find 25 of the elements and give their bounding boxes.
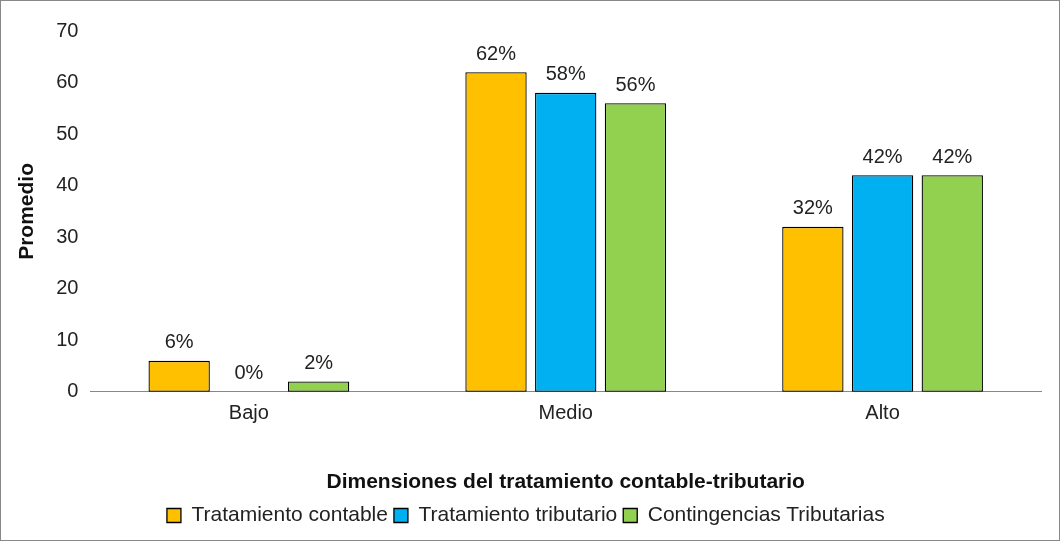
data-label: 58%: [545, 62, 586, 85]
y-tick-label: 40: [56, 173, 79, 196]
y-tick-label: 50: [56, 121, 79, 144]
legend-label: Tratamiento contable: [191, 502, 388, 526]
data-label: 56%: [615, 72, 656, 95]
data-label: 42%: [862, 144, 903, 167]
data-label: 2%: [304, 351, 334, 374]
x-axis-title: Dimensiones del tratamiento contable-tributario: [326, 469, 805, 493]
y-tick-label: 30: [56, 224, 79, 247]
x-tick-label: Bajo: [228, 401, 269, 424]
legend-label: Tratamiento tributario: [418, 502, 618, 526]
y-tick-label: 0: [67, 379, 79, 402]
y-tick-label: 60: [56, 70, 79, 93]
data-label: 0%: [234, 361, 264, 384]
y-axis-title: Promedio: [14, 162, 38, 260]
x-tick-label: Medio: [538, 401, 593, 424]
legend-label: Contingencias Tributarias: [647, 502, 885, 526]
data-label: 6%: [164, 330, 194, 353]
y-tick-label: 70: [56, 18, 79, 41]
y-tick-label: 20: [56, 276, 79, 299]
x-tick-label: Alto: [865, 401, 900, 424]
data-label: 32%: [792, 196, 834, 219]
data-label: 42%: [932, 144, 973, 167]
data-label: 62%: [476, 41, 517, 64]
y-tick-label: 10: [56, 327, 79, 350]
